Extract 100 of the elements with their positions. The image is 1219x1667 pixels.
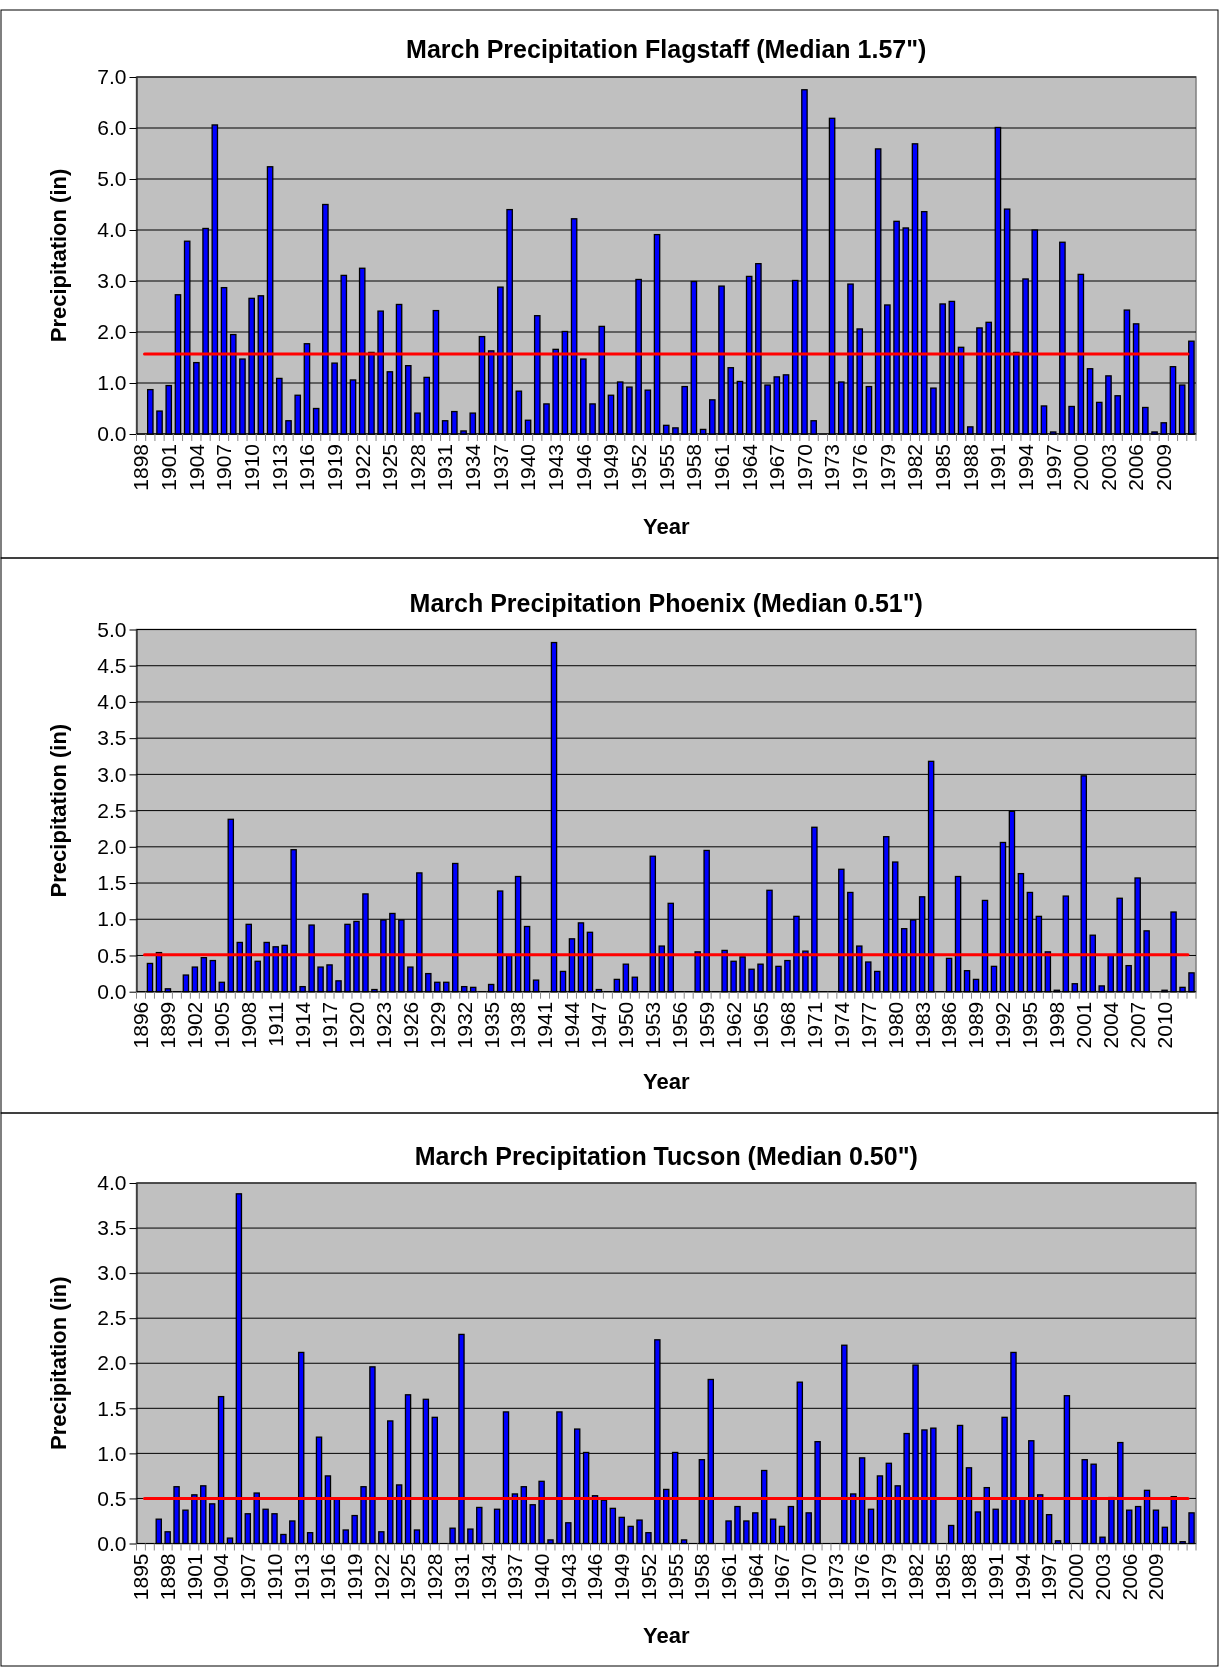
x-tick-label: 1985: [930, 1553, 954, 1601]
bar: [253, 1492, 260, 1545]
y-tick-label: 4.0: [97, 1171, 127, 1195]
y-tick-label: 5.0: [97, 617, 127, 641]
chart-title: March Precipitation Phoenix (Median 0.51"): [409, 589, 923, 617]
bar: [306, 1532, 314, 1545]
x-tick-label: 1988: [957, 1553, 981, 1601]
y-tick-label: 4.5: [97, 653, 127, 677]
x-tick-label: 1988: [958, 444, 982, 491]
bar: [538, 1480, 545, 1545]
x-tick-label: 1899: [156, 1001, 180, 1049]
x-tick-label: 1958: [690, 1553, 714, 1601]
bar: [547, 1539, 554, 1545]
bar: [351, 1514, 358, 1545]
bar: [413, 1529, 421, 1545]
x-tick-label: 1926: [398, 1001, 422, 1049]
x-tick-label: 1949: [610, 1553, 634, 1601]
x-tick-label: 1967: [770, 1553, 794, 1601]
bar: [155, 1518, 162, 1545]
bar: [476, 1506, 483, 1545]
bar: [164, 1531, 171, 1545]
y-tick-label: 0.0: [97, 979, 127, 1003]
x-tick-label: 2000: [1064, 1553, 1088, 1601]
x-tick-label: 1982: [903, 444, 927, 491]
x-tick-label: 1932: [452, 1001, 476, 1049]
x-tick-label: 2000: [1069, 444, 1093, 491]
x-tick-label: 1913: [267, 444, 291, 491]
x-tick-label: 1965: [748, 1001, 772, 1049]
x-tick-label: 1931: [433, 444, 457, 491]
x-tick-label: 1991: [986, 444, 1010, 491]
bar: [947, 1524, 955, 1545]
bar: [645, 1532, 652, 1545]
x-tick-label: 2006: [1117, 1553, 1141, 1601]
x-tick-label: 1935: [479, 1001, 503, 1049]
bar: [1188, 1512, 1195, 1545]
bar: [493, 1508, 501, 1545]
bar: [778, 1525, 786, 1545]
x-tick-label: 1980: [883, 1001, 907, 1049]
x-tick-label: 1907: [212, 444, 236, 491]
x-tick-label: 1979: [877, 1553, 901, 1601]
bar: [769, 1518, 777, 1545]
x-tick-label: 1913: [289, 1553, 313, 1601]
bar: [1152, 1509, 1160, 1545]
bar: [1099, 1536, 1106, 1545]
x-tick-label: 1895: [129, 1553, 153, 1601]
x-tick-label: 1911: [264, 1001, 288, 1047]
x-tick-label: 1928: [405, 444, 429, 491]
x-tick-label: 1973: [823, 1553, 847, 1601]
x-tick-label: 1961: [709, 444, 733, 491]
x-tick-label: 1925: [378, 444, 402, 491]
y-tick-label: 1.0: [97, 1441, 127, 1465]
x-tick-label: 1914: [290, 1001, 314, 1049]
y-tick-label: 7.0: [97, 65, 127, 89]
bar: [226, 1537, 234, 1545]
bar: [1134, 1505, 1142, 1545]
x-tick-label: 1922: [369, 1553, 393, 1601]
x-tick-label: 1929: [425, 1001, 449, 1049]
x-tick-label: 1968: [775, 1001, 799, 1049]
bar: [244, 1513, 252, 1545]
bar: [734, 1505, 741, 1545]
x-tick-label: 1938: [506, 1001, 530, 1049]
bar: [208, 1503, 216, 1545]
x-tick-label: 1970: [797, 1553, 821, 1601]
bar: [289, 1520, 296, 1545]
bar: [173, 1486, 180, 1545]
x-tick-label: 1934: [461, 443, 485, 491]
y-tick-label: 2.0: [97, 320, 127, 344]
bar: [1125, 1509, 1133, 1545]
y-tick-label: 3.0: [97, 1261, 127, 1285]
x-tick-label: 1995: [1018, 1001, 1042, 1049]
y-tick-label: 3.5: [97, 1216, 127, 1240]
x-tick-label: 1943: [556, 1553, 580, 1601]
x-tick-label: 1904: [184, 443, 208, 491]
x-tick-label: 2006: [1124, 444, 1148, 491]
x-tick-label: 1923: [371, 1001, 395, 1049]
bar: [974, 1511, 982, 1545]
y-axis-title: Precipitation (in): [45, 1276, 71, 1451]
bar: [787, 1505, 795, 1545]
bar: [600, 1499, 608, 1545]
x-axis-title: Year: [643, 1069, 690, 1094]
bar: [271, 1513, 278, 1545]
x-tick-label: 1925: [396, 1553, 420, 1601]
x-tick-label: 1896: [129, 1001, 153, 1049]
chart-title: March Precipitation Tucson (Median 0.50"): [414, 1142, 918, 1170]
bar: [1045, 1514, 1053, 1545]
x-tick-label: 1907: [236, 1553, 260, 1601]
x-tick-label: 1991: [984, 1553, 1008, 1601]
x-tick-label: 1947: [587, 1001, 611, 1049]
x-tick-label: 1976: [850, 1553, 874, 1601]
x-tick-label: 1952: [636, 1553, 660, 1601]
bar: [378, 1531, 385, 1545]
x-tick-label: 1922: [350, 444, 374, 491]
x-tick-label: 1919: [342, 1553, 366, 1601]
x-tick-label: 2003: [1090, 1553, 1114, 1601]
x-tick-label: 1949: [599, 444, 623, 491]
x-tick-label: 1910: [262, 1553, 286, 1601]
y-tick-label: 0.0: [97, 1531, 127, 1555]
bar: [743, 1520, 750, 1545]
x-tick-label: 1937: [488, 444, 512, 491]
x-tick-label: 1934: [476, 1553, 500, 1601]
